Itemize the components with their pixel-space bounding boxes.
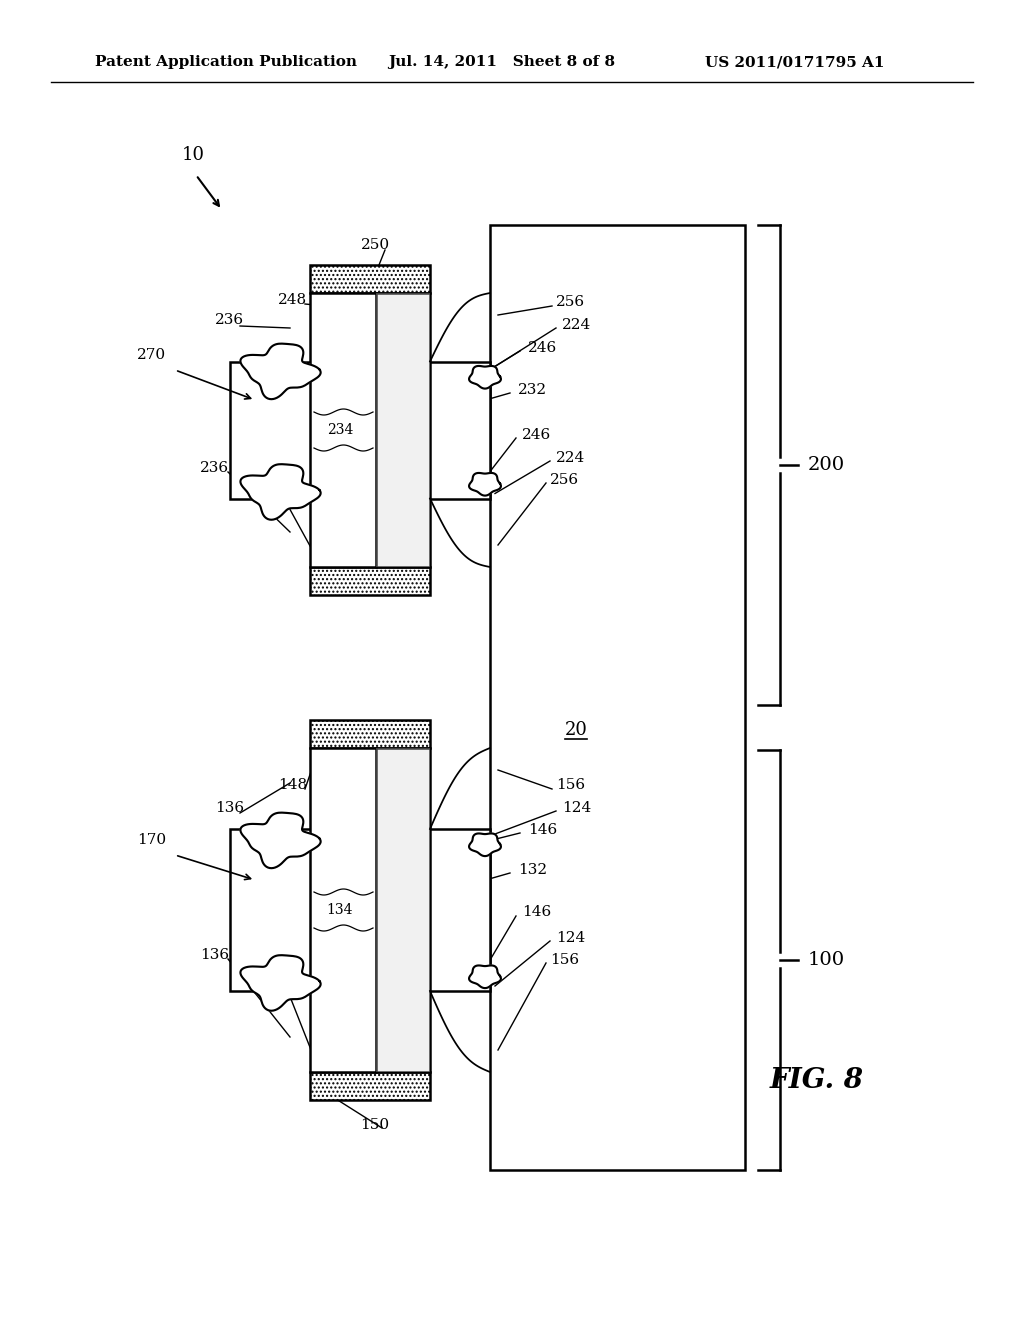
Text: Jul. 14, 2011   Sheet 8 of 8: Jul. 14, 2011 Sheet 8 of 8: [388, 55, 615, 69]
Polygon shape: [469, 965, 501, 989]
Polygon shape: [469, 833, 501, 857]
Text: 224: 224: [556, 451, 586, 465]
Bar: [230, 829, 490, 991]
Text: 146: 146: [522, 906, 551, 919]
Bar: [310, 265, 430, 293]
Text: 232: 232: [518, 383, 547, 397]
Polygon shape: [241, 465, 321, 520]
Text: 270: 270: [137, 348, 166, 362]
Bar: [310, 293, 430, 568]
Text: 236: 236: [200, 461, 229, 475]
Text: 136: 136: [200, 948, 229, 962]
Text: 250: 250: [360, 238, 389, 252]
Text: 234: 234: [327, 422, 353, 437]
Text: 148: 148: [278, 777, 307, 792]
Bar: [376, 748, 430, 1072]
Text: 150: 150: [360, 1118, 389, 1133]
Text: 100: 100: [808, 950, 845, 969]
Bar: [490, 224, 745, 1170]
Text: 132: 132: [518, 863, 547, 876]
Text: 248: 248: [258, 492, 287, 507]
Polygon shape: [241, 956, 321, 1011]
Text: 246: 246: [528, 341, 557, 355]
Text: 146: 146: [528, 822, 557, 837]
Text: 124: 124: [556, 931, 586, 945]
Polygon shape: [241, 343, 321, 399]
Text: 248: 248: [278, 293, 307, 308]
Text: 170: 170: [137, 833, 166, 847]
Text: 148: 148: [258, 978, 287, 993]
Bar: [310, 1072, 430, 1100]
Text: 256: 256: [556, 294, 585, 309]
Text: 246: 246: [522, 428, 551, 442]
Text: 136: 136: [215, 801, 244, 814]
Text: 10: 10: [182, 147, 205, 164]
Text: 256: 256: [550, 473, 580, 487]
Text: 134: 134: [327, 903, 353, 917]
Bar: [310, 748, 430, 1072]
Text: Patent Application Publication: Patent Application Publication: [95, 55, 357, 69]
Polygon shape: [241, 813, 321, 869]
Bar: [230, 362, 490, 499]
Bar: [310, 568, 430, 595]
Text: 224: 224: [562, 318, 591, 333]
Text: FIG. 8: FIG. 8: [770, 1067, 864, 1093]
Text: 200: 200: [808, 455, 845, 474]
Text: 156: 156: [556, 777, 585, 792]
Text: 20: 20: [565, 721, 588, 739]
Text: 156: 156: [550, 953, 580, 968]
Text: US 2011/0171795 A1: US 2011/0171795 A1: [705, 55, 885, 69]
Bar: [376, 293, 430, 568]
Polygon shape: [469, 366, 501, 388]
Polygon shape: [469, 473, 501, 495]
Text: 124: 124: [562, 801, 591, 814]
Text: 236: 236: [215, 313, 244, 327]
Bar: [310, 719, 430, 748]
